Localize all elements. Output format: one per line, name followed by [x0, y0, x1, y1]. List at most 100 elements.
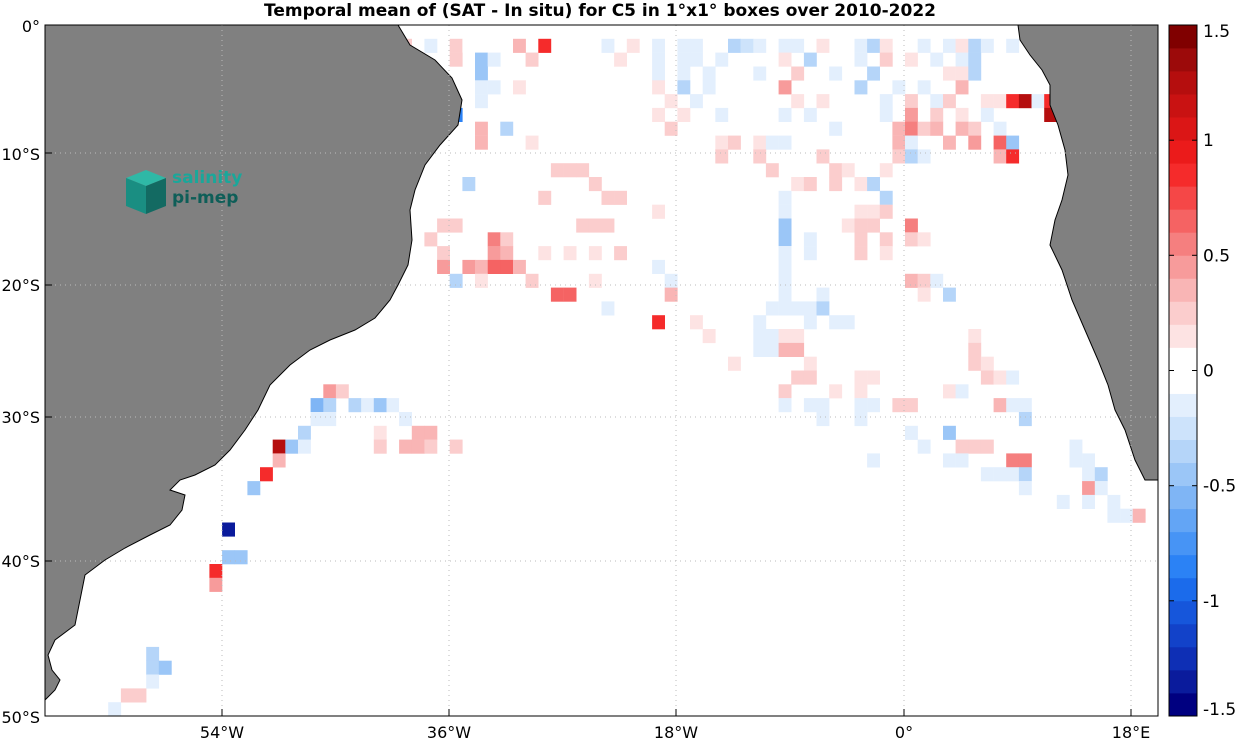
heatmap-cell — [753, 329, 767, 344]
heatmap-cell — [892, 149, 906, 164]
heatmap-cell — [664, 94, 678, 109]
axis-ticks — [45, 152, 1132, 716]
heatmap-cell — [917, 439, 931, 454]
heatmap-cell — [664, 287, 678, 302]
colorbar-level — [1169, 117, 1197, 141]
heatmap-cell — [867, 66, 880, 81]
colorbar-level — [1169, 324, 1197, 348]
heatmap-cell — [980, 356, 994, 371]
heatmap-cell — [1018, 398, 1032, 413]
heatmap-cell — [513, 38, 526, 53]
colorbar-level — [1169, 508, 1197, 533]
heatmap-cell — [778, 329, 792, 344]
lon-label-0: 0° — [895, 723, 913, 740]
colorbar-level — [1169, 623, 1197, 648]
heatmap-cell — [968, 356, 982, 371]
colorbar-level — [1169, 646, 1197, 671]
heatmap-cell — [475, 52, 488, 67]
heatmap-cell — [702, 329, 716, 344]
lon-label-36w: 36°W — [427, 723, 471, 740]
heatmap-cell — [1069, 439, 1083, 454]
heatmap-cell — [487, 259, 501, 274]
heatmap-cell — [879, 163, 893, 178]
heatmap-cell — [905, 135, 918, 150]
heatmap-cell — [943, 287, 956, 302]
heatmap-cell — [841, 163, 855, 178]
map-plot-area — [44, 24, 1159, 717]
heatmap-cell — [209, 564, 223, 579]
heatmap-cell — [854, 204, 868, 219]
heatmap-cell — [487, 246, 501, 261]
heatmap-cell — [146, 660, 160, 675]
heatmap-cell — [930, 273, 944, 288]
heatmap-cell — [601, 190, 615, 205]
heatmap-cell — [1107, 508, 1121, 523]
colorbar-level — [1169, 301, 1197, 325]
heatmap-cell — [1006, 453, 1020, 468]
heatmap-cell — [778, 38, 792, 53]
colorbar-level — [1169, 140, 1197, 164]
heatmap-cell — [778, 135, 792, 150]
heatmap-cell — [576, 218, 590, 233]
heatmap-cell — [778, 52, 792, 67]
logo-cube-icon — [126, 170, 166, 214]
heatmap-cell — [715, 149, 729, 164]
heatmap-cell — [892, 80, 906, 95]
heatmap-cell — [753, 149, 767, 164]
heatmap-cell — [892, 398, 906, 413]
heatmap-cell — [475, 259, 488, 274]
heatmap-cell — [778, 232, 792, 247]
longitude-labels: 54°W 36°W 18°W 0° 18°E — [200, 723, 1150, 740]
heatmap-cell — [386, 398, 400, 413]
heatmap-cell — [854, 246, 868, 261]
colorbar-level — [1169, 485, 1197, 510]
heatmap-cell — [854, 38, 868, 53]
heatmap-cell — [563, 246, 577, 261]
heatmap-cell — [854, 52, 868, 67]
heatmap-cell — [955, 439, 969, 454]
heatmap-cell — [955, 107, 969, 122]
heatmap-cell — [1082, 481, 1095, 496]
heatmap-cell — [968, 38, 982, 53]
heatmap-cell — [500, 232, 514, 247]
heatmap-cell — [652, 52, 665, 67]
heatmap-cell — [829, 163, 843, 178]
heatmap-cell — [601, 38, 615, 53]
heatmap-cell — [943, 135, 956, 150]
logo-text-pimep: pi-mep — [172, 188, 239, 208]
heatmap-cell — [563, 287, 577, 302]
heatmap-cell — [1082, 467, 1095, 482]
heatmap-cell — [778, 301, 792, 316]
colorbar-tick-label: -1 — [1203, 592, 1220, 612]
heatmap-cell — [550, 163, 564, 178]
heatmap-cell — [1006, 398, 1020, 413]
heatmap-cell — [879, 38, 893, 53]
colorbar-level — [1169, 347, 1197, 371]
heatmap-cell — [373, 425, 387, 440]
heatmap-cell — [652, 315, 665, 330]
latitude-labels: 0° 10°S 20°S 30°S 40°S 50°S — [1, 17, 40, 727]
heatmap-cell — [753, 135, 767, 150]
heatmap-cell — [247, 481, 261, 496]
heatmap-cell — [1120, 508, 1133, 523]
heatmap-cell — [222, 550, 235, 565]
heatmap-cell — [803, 301, 817, 316]
heatmap-cell — [715, 52, 729, 67]
heatmap-cell — [980, 38, 994, 53]
heatmap-cell — [652, 204, 665, 219]
heatmap-cell — [487, 52, 501, 67]
heatmap-cell — [1018, 481, 1032, 496]
heatmap-cell — [614, 52, 627, 67]
lat-label-20s: 20°S — [1, 276, 40, 295]
heatmap-cell — [437, 259, 450, 274]
heatmap-cell — [778, 342, 792, 357]
heatmap-cell — [1094, 481, 1108, 496]
heatmap-cell — [892, 135, 906, 150]
heatmap-cell — [728, 356, 741, 371]
heatmap-cell — [335, 384, 349, 399]
lon-label-18e: 18°E — [1112, 723, 1150, 740]
heatmap-cell — [677, 107, 691, 122]
heatmap-cell — [690, 38, 703, 53]
heatmap-cell — [677, 80, 691, 95]
heatmap-cell — [816, 149, 830, 164]
